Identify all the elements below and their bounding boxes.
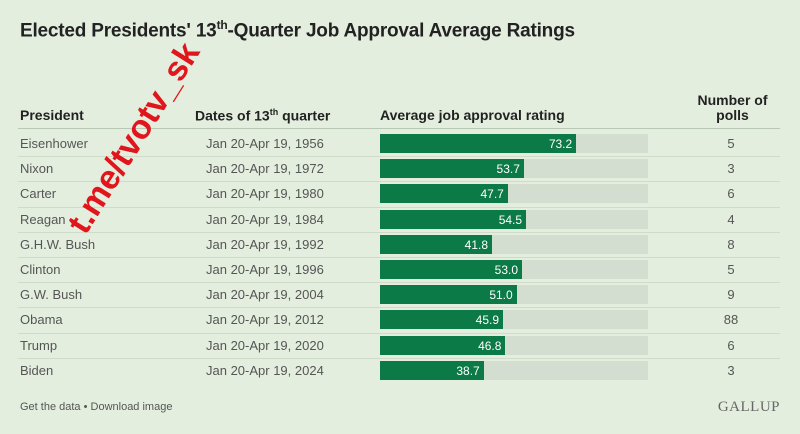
- poll-count: 5: [727, 136, 735, 151]
- rating-value-label: 38.7: [456, 363, 480, 378]
- rating-bar: [380, 159, 524, 179]
- rating-value-label: 51.0: [489, 288, 513, 303]
- bar-track: 41.8: [380, 234, 648, 254]
- bar-track: 53.0: [380, 260, 648, 279]
- row-divider: [18, 231, 780, 233]
- quarter-dates: Jan 20-Apr 19, 2012: [206, 312, 324, 328]
- president-name: Obama: [20, 312, 63, 328]
- rating-bar: [380, 209, 527, 229]
- quarter-dates: Jan 20-Apr 19, 1980: [206, 186, 324, 202]
- header-polls: Number of polls: [697, 92, 768, 123]
- row-divider: [18, 206, 780, 208]
- row-divider: [18, 282, 780, 284]
- bar-track: 53.7: [380, 159, 648, 179]
- rating-bar: [380, 360, 484, 380]
- president-name: G.H.W. Bush: [20, 236, 96, 252]
- gallup-logo: GALLUP: [717, 399, 780, 415]
- bar-track: 54.5: [380, 209, 648, 229]
- rating-value-label: 47.7: [480, 187, 504, 202]
- row-divider: [18, 307, 780, 309]
- rating-bar: [380, 234, 493, 254]
- quarter-dates: Jan 20-Apr 19, 1972: [206, 161, 324, 177]
- president-name: Biden: [20, 362, 54, 378]
- chart-title: Elected Presidents' 13th-Quarter Job App…: [20, 18, 575, 42]
- quarter-dates: Jan 20-Apr 19, 1992: [206, 236, 324, 252]
- quarter-dates: Jan 20-Apr 19, 2020: [206, 337, 324, 353]
- rating-bar: [380, 184, 508, 204]
- bar-track: 73.2: [380, 134, 648, 153]
- rating-bar: [380, 260, 523, 279]
- bar-track: 38.7: [380, 360, 648, 380]
- bar-track: 47.7: [380, 184, 648, 204]
- rating-bar: [380, 335, 506, 355]
- president-name: G.W. Bush: [20, 287, 83, 303]
- quarter-dates: Jan 20-Apr 19, 1956: [206, 136, 324, 151]
- rating-bar: [380, 285, 517, 305]
- header-divider: [18, 128, 780, 129]
- header-dates: Dates of 13th quarter: [195, 107, 331, 124]
- poll-count: 5: [727, 262, 735, 277]
- rating-value-label: 46.8: [478, 338, 502, 353]
- president-name: Carter: [20, 186, 57, 202]
- president-name: Reagan: [20, 211, 66, 227]
- poll-count: 6: [727, 186, 735, 202]
- rating-value-label: 53.7: [496, 162, 520, 177]
- row-divider: [18, 332, 780, 334]
- rating-value-label: 45.9: [475, 313, 499, 328]
- header-president: President: [20, 107, 84, 123]
- poll-count: 3: [727, 362, 735, 378]
- poll-count: 9: [727, 287, 735, 303]
- rating-value-label: 54.5: [498, 212, 523, 227]
- rating-bar: [380, 310, 503, 330]
- bar-track: 45.9: [380, 310, 648, 330]
- row-divider: [18, 257, 780, 258]
- rating-bar: [380, 134, 577, 153]
- poll-count: 8: [727, 236, 735, 252]
- rating-value-label: 73.2: [548, 137, 573, 151]
- rating-value-label: 41.8: [464, 237, 489, 252]
- quarter-dates: Jan 20-Apr 19, 2024: [206, 362, 324, 378]
- rating-value-label: 53.0: [494, 263, 519, 277]
- poll-count: 88: [723, 312, 739, 328]
- row-divider: [18, 181, 780, 183]
- president-name: Trump: [20, 337, 58, 353]
- quarter-dates: Jan 20-Apr 19, 1984: [206, 211, 324, 227]
- president-name: Eisenhower: [20, 136, 88, 151]
- poll-count: 6: [727, 337, 735, 353]
- quarter-dates: Jan 20-Apr 19, 2004: [206, 287, 324, 303]
- row-divider: [18, 156, 780, 158]
- header-rating: Average job approval rating: [380, 107, 565, 123]
- president-name: Clinton: [20, 262, 61, 277]
- footer-links[interactable]: Get the data • Download image: [20, 401, 173, 413]
- poll-count: 4: [727, 211, 735, 227]
- bar-track: 51.0: [380, 285, 648, 305]
- bar-track: 46.8: [380, 335, 648, 355]
- row-divider: [18, 357, 780, 359]
- president-name: Nixon: [20, 161, 54, 177]
- poll-count: 3: [727, 161, 735, 177]
- quarter-dates: Jan 20-Apr 19, 1996: [206, 262, 324, 277]
